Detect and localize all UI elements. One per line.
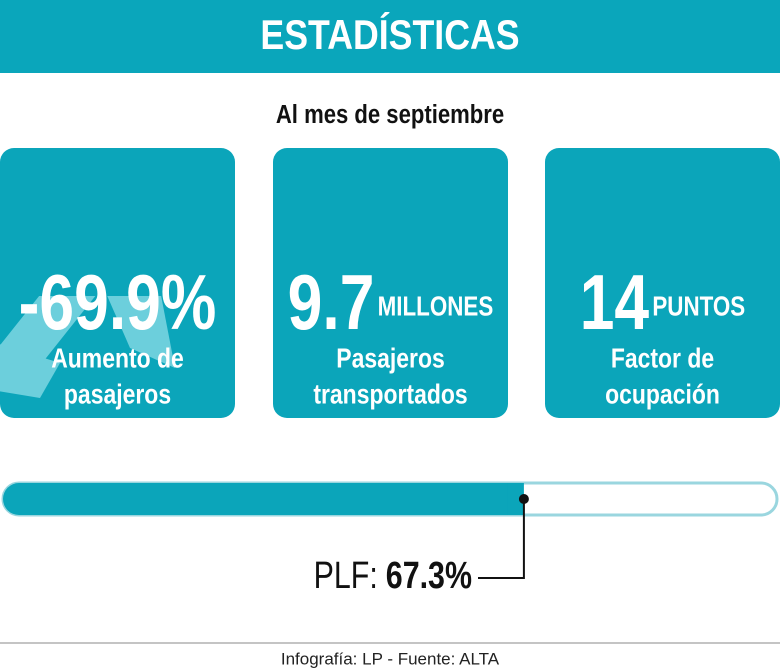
card-label: transportados — [313, 379, 467, 410]
plf-text: PLF: 67.3% — [314, 555, 472, 597]
footer-source: Infografía: LP - Fuente: ALTA — [281, 649, 500, 668]
card-unit: MILLONES — [378, 291, 494, 322]
wing — [95, 296, 175, 368]
progress-fill — [3, 483, 524, 515]
card-label: Aumento de — [51, 343, 184, 374]
card-value-text: -69.9% — [19, 258, 217, 345]
plf-value: 67.3% — [386, 555, 472, 597]
fuselage — [0, 296, 187, 390]
card-value: -69.9% — [19, 258, 217, 345]
card-value-text: 14 PUNTOS — [580, 258, 746, 345]
header-band — [0, 0, 780, 73]
progress: PLF: 67.3% — [1, 481, 779, 597]
card — [0, 148, 235, 418]
card — [545, 148, 780, 418]
airplane-icon — [0, 296, 187, 398]
card-label: Factor de — [611, 343, 714, 374]
card-value: 9.7 — [288, 258, 375, 345]
tail — [0, 338, 60, 398]
card-label: ocupación — [605, 379, 720, 410]
title: ESTADÍSTICAS — [260, 11, 519, 58]
progress-fill-end — [507, 483, 524, 515]
card-value-text: 9.7 MILLONES — [288, 258, 494, 345]
subtitle: Al mes de septiembre — [276, 100, 504, 129]
card-label: pasajeros — [64, 379, 171, 410]
card — [273, 148, 508, 418]
card-unit: PUNTOS — [652, 291, 745, 322]
card-value: 14 — [580, 258, 649, 345]
plf-label: PLF: — [314, 555, 378, 597]
card-label: Pasajeros — [336, 343, 444, 374]
leader-line — [478, 499, 525, 579]
